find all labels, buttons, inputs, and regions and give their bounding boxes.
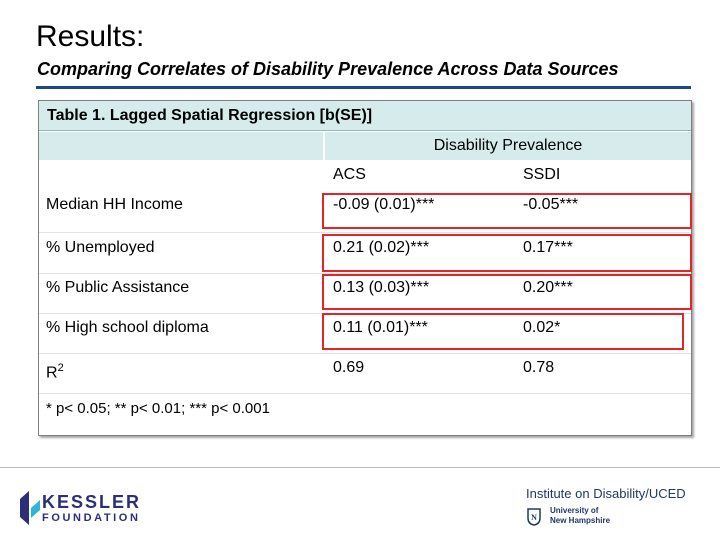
table-footnote: * p< 0.05; ** p< 0.01; *** p< 0.001: [46, 400, 270, 417]
row-label: R2: [46, 358, 64, 383]
acs-value: 0.21 (0.02)***: [333, 239, 430, 256]
kessler-foundation: FOUNDATION: [42, 512, 141, 524]
slide-subtitle: Comparing Correlates of Disability Preva…: [37, 59, 619, 79]
row-label: Median HH Income: [46, 196, 183, 213]
row-label: % High school diploma: [46, 319, 209, 336]
title-rule: [36, 86, 691, 89]
group-header-label: Disability Prevalence: [433, 137, 583, 154]
acs-value: 0.13 (0.03)***: [333, 279, 430, 296]
group-header-empty-cell: [39, 132, 323, 160]
acs-value: 0.11 (0.01)***: [333, 319, 428, 336]
kessler-logo: KESSLER FOUNDATION: [20, 490, 150, 526]
kessler-k-icon: [20, 491, 40, 525]
ssdi-value: 0.17***: [523, 239, 573, 256]
row-divider: [39, 273, 691, 274]
footer-divider: [0, 467, 720, 468]
highlight-box-hs-diploma: [322, 313, 684, 350]
acs-value: -0.09 (0.01)***: [333, 196, 435, 213]
highlight-box-income: [322, 193, 692, 229]
r-label: R: [46, 364, 58, 382]
row-divider: [39, 353, 691, 354]
ssdi-value: 0.02*: [523, 319, 561, 336]
column-header-ssdi: SSDI: [523, 166, 561, 183]
regression-table: Table 1. Lagged Spatial Regression [b(SE…: [38, 100, 692, 436]
ssdi-value: 0.20***: [523, 279, 573, 296]
column-header-acs: ACS: [333, 166, 366, 183]
institute-name: Institute on Disability/UCED: [526, 486, 686, 501]
row-divider: [39, 232, 691, 233]
ssdi-value: 0.78: [523, 359, 555, 376]
unh-shield-icon: N: [527, 508, 541, 526]
group-header-row: Disability Prevalence: [39, 132, 691, 160]
row-label: % Public Assistance: [46, 279, 190, 296]
row-divider: [39, 393, 691, 394]
table-caption: Table 1. Lagged Spatial Regression [b(SE…: [39, 101, 691, 131]
ssdi-value: -0.05***: [523, 196, 579, 213]
r-superscript: 2: [57, 362, 64, 374]
column-divider: [323, 132, 325, 160]
kessler-name: KESSLER: [42, 492, 142, 512]
unh-line-1: University of: [550, 506, 599, 515]
unh-wordmark: University of New Hampshire: [550, 506, 610, 526]
unh-line-2: New Hampshire: [550, 516, 611, 525]
acs-value: 0.69: [333, 359, 365, 376]
highlight-box-public-assistance: [322, 274, 692, 310]
row-label: % Unemployed: [46, 239, 155, 256]
slide-title: Results:: [36, 20, 145, 53]
svg-text:N: N: [531, 513, 537, 522]
highlight-box-unemployed: [322, 234, 692, 272]
